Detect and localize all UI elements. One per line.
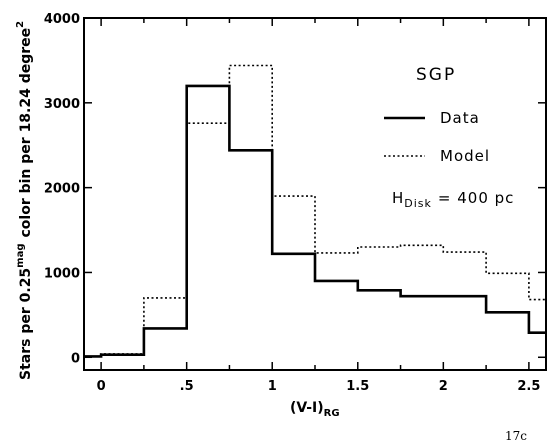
- y-axis-title-mid: color bin per 18.24 degree: [18, 28, 34, 238]
- y-tick-labels: 0 1000 2000 3000 4000: [44, 12, 80, 366]
- y-tick-label: 3000: [44, 97, 80, 112]
- y-axis-title-sup2: 2: [15, 21, 26, 28]
- y-axis-title-pre: Stars per 0.25: [18, 268, 34, 380]
- y-axis-title: Stars per 0.25mag color bin per 18.24 deg…: [15, 21, 34, 380]
- x-axis-title: (V-I)RG: [290, 400, 340, 419]
- x-tick-label: .5: [180, 379, 194, 394]
- corner-note: 17c: [505, 429, 527, 443]
- y-tick-label: 2000: [44, 182, 80, 197]
- series-data-line: [84, 84, 546, 358]
- y-tick-label: 0: [71, 351, 80, 366]
- param-rest: = 400 pc: [438, 189, 515, 207]
- param-annotation: HDisk = 400 pc: [392, 189, 514, 210]
- x-tick-label: 0: [97, 379, 106, 394]
- legend-title: SGP: [416, 65, 456, 85]
- x-tick-label: 1.5: [346, 379, 369, 394]
- param-sub: Disk: [404, 197, 432, 210]
- axis-ticks: [84, 17, 546, 370]
- param-main: H: [392, 189, 404, 207]
- y-tick-label: 4000: [44, 12, 80, 27]
- x-axis-title-main: (V-I): [290, 400, 324, 416]
- x-axis-title-sub: RG: [324, 408, 340, 419]
- x-tick-label: 2.5: [517, 379, 540, 394]
- y-tick-label: 1000: [44, 266, 80, 281]
- x-tick-labels: 0 .5 1 1.5 2 2.5: [97, 379, 541, 394]
- x-tick-label: 2: [439, 379, 448, 394]
- y-axis-title-sup1: mag: [15, 244, 26, 268]
- legend-label-data: Data: [440, 109, 480, 127]
- series-model-line: [84, 64, 546, 358]
- legend-label-model: Model: [440, 147, 490, 165]
- x-tick-label: 1: [268, 379, 277, 394]
